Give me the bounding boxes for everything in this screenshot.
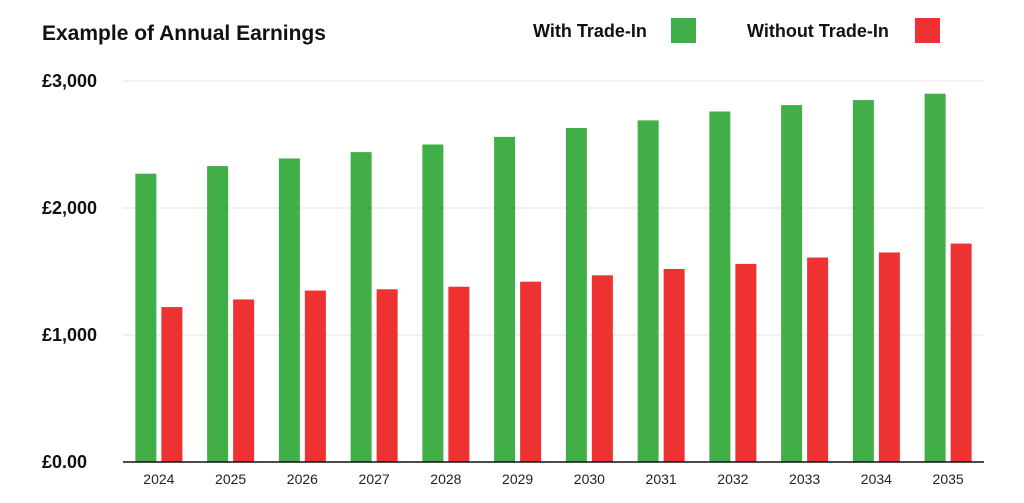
y-tick-label: £0.00 xyxy=(42,452,87,472)
x-tick-label: 2027 xyxy=(359,471,390,487)
grid xyxy=(123,80,984,336)
x-tick-label: 2032 xyxy=(717,471,748,487)
bar-with-trade-in xyxy=(278,158,300,462)
bar-with-trade-in xyxy=(565,127,587,463)
bar-without-trade-in xyxy=(807,257,829,462)
bar-without-trade-in xyxy=(663,268,685,462)
bar-without-trade-in xyxy=(233,299,255,462)
bar-without-trade-in xyxy=(950,243,972,462)
x-tick-label: 2025 xyxy=(215,471,246,487)
bar-without-trade-in xyxy=(735,263,757,462)
bar-with-trade-in xyxy=(637,120,659,463)
y-tick-label: £1,000 xyxy=(42,325,97,345)
bar-without-trade-in xyxy=(448,286,470,462)
legend-swatch-without-trade-in xyxy=(915,18,940,43)
x-tick-label: 2031 xyxy=(646,471,677,487)
bar-with-trade-in xyxy=(781,105,803,462)
bar-without-trade-in xyxy=(591,275,613,462)
bar-with-trade-in xyxy=(494,136,516,462)
bar-with-trade-in xyxy=(350,152,372,462)
x-tick-label: 2029 xyxy=(502,471,533,487)
x-tick-label: 2035 xyxy=(933,471,964,487)
bar-without-trade-in xyxy=(161,307,183,462)
bar-with-trade-in xyxy=(422,144,444,462)
x-tick-label: 2024 xyxy=(143,471,174,487)
y-tick-label: £2,000 xyxy=(42,198,97,218)
x-tick-label: 2026 xyxy=(287,471,318,487)
legend: With Trade-In Without Trade-In xyxy=(533,18,940,43)
bar-with-trade-in xyxy=(709,111,731,462)
bar-without-trade-in xyxy=(304,290,326,462)
bar-without-trade-in xyxy=(878,252,900,462)
legend-label-with-trade-in: With Trade-In xyxy=(533,21,647,41)
bar-with-trade-in xyxy=(852,100,874,463)
axes: £0.00 £1,000 £2,000 £3,000 2024 2025 2026 2027 2… xyxy=(42,71,984,487)
legend-label-without-trade-in: Without Trade-In xyxy=(747,21,889,41)
x-tick-label: 2033 xyxy=(789,471,820,487)
bar-with-trade-in xyxy=(924,93,946,462)
bar-without-trade-in xyxy=(520,281,542,462)
bars xyxy=(135,93,972,463)
y-tick-label: £3,000 xyxy=(42,71,97,91)
chart-title: Example of Annual Earnings xyxy=(42,22,326,45)
x-tick-label: 2034 xyxy=(861,471,892,487)
x-tick-label: 2028 xyxy=(430,471,461,487)
bar-with-trade-in xyxy=(207,166,229,462)
bar-with-trade-in xyxy=(135,173,157,462)
bar-without-trade-in xyxy=(376,289,398,462)
x-tick-label: 2030 xyxy=(574,471,605,487)
legend-swatch-with-trade-in xyxy=(671,18,696,43)
